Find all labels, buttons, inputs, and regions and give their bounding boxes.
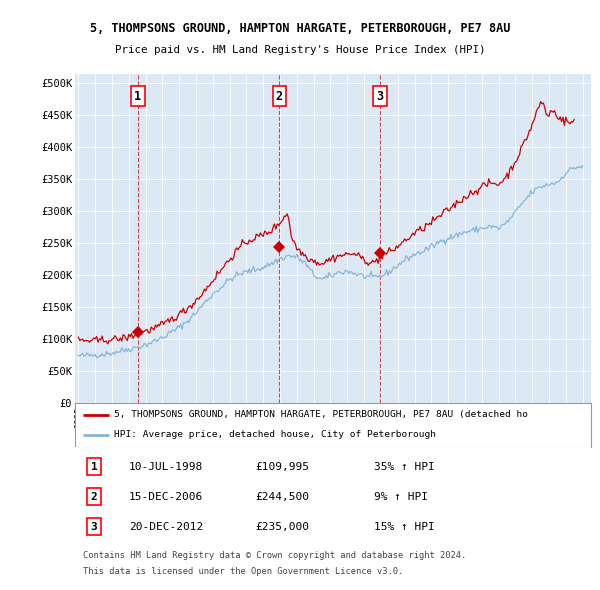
- Text: Contains HM Land Registry data © Crown copyright and database right 2024.: Contains HM Land Registry data © Crown c…: [83, 551, 466, 560]
- Text: Price paid vs. HM Land Registry's House Price Index (HPI): Price paid vs. HM Land Registry's House …: [115, 45, 485, 54]
- Text: 9% ↑ HPI: 9% ↑ HPI: [374, 491, 428, 502]
- Text: 3: 3: [377, 90, 384, 103]
- Text: 5, THOMPSONS GROUND, HAMPTON HARGATE, PETERBOROUGH, PE7 8AU: 5, THOMPSONS GROUND, HAMPTON HARGATE, PE…: [90, 22, 510, 35]
- Text: £244,500: £244,500: [256, 491, 310, 502]
- Text: £109,995: £109,995: [256, 461, 310, 471]
- Text: 2: 2: [91, 491, 97, 502]
- Text: 10-JUL-1998: 10-JUL-1998: [129, 461, 203, 471]
- Text: 15-DEC-2006: 15-DEC-2006: [129, 491, 203, 502]
- Text: 35% ↑ HPI: 35% ↑ HPI: [374, 461, 435, 471]
- Text: 1: 1: [91, 461, 97, 471]
- Text: 3: 3: [91, 522, 97, 532]
- Text: £235,000: £235,000: [256, 522, 310, 532]
- Text: 2: 2: [276, 90, 283, 103]
- Text: HPI: Average price, detached house, City of Peterborough: HPI: Average price, detached house, City…: [114, 430, 436, 440]
- Text: 5, THOMPSONS GROUND, HAMPTON HARGATE, PETERBOROUGH, PE7 8AU (detached ho: 5, THOMPSONS GROUND, HAMPTON HARGATE, PE…: [114, 410, 528, 419]
- Text: This data is licensed under the Open Government Licence v3.0.: This data is licensed under the Open Gov…: [83, 567, 403, 576]
- Text: 20-DEC-2012: 20-DEC-2012: [129, 522, 203, 532]
- Text: 1: 1: [134, 90, 141, 103]
- Text: 15% ↑ HPI: 15% ↑ HPI: [374, 522, 435, 532]
